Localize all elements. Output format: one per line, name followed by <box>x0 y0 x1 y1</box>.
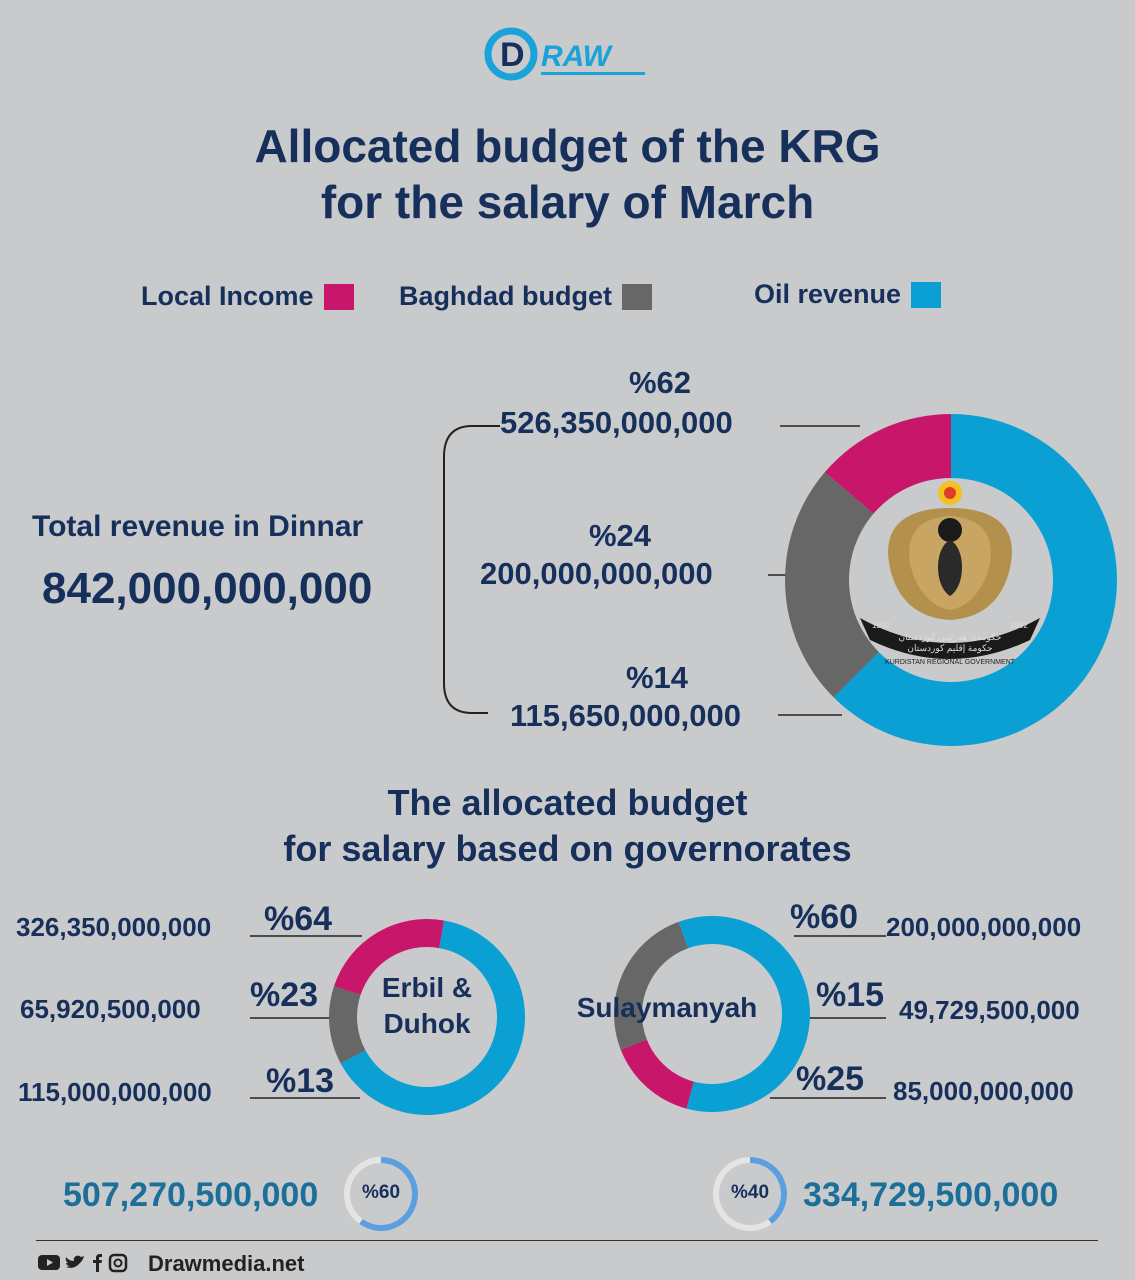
section-title: The allocated budget for salary based on… <box>0 780 1135 872</box>
erbil-pct-local: %13 <box>266 1062 335 1100</box>
slice-local-income <box>824 414 951 514</box>
share-ring-fill <box>750 1157 787 1224</box>
legend-swatch-oil-revenue <box>911 281 942 308</box>
legend-label: Baghdad budget <box>399 281 612 311</box>
main-pct-baghdad: %24 <box>588 518 652 553</box>
sulay-amount-oil: 200,000,000,000 <box>886 912 1082 942</box>
logo-text: RAW <box>541 40 614 73</box>
legend-swatch-baghdad-budget <box>621 283 652 310</box>
slice-oil-revenue <box>678 916 810 1112</box>
slice-oil-revenue <box>833 414 1117 746</box>
emblem-year-right: 1992 <box>1010 621 1028 630</box>
sulay-pct-local: %15 <box>816 976 885 1014</box>
draw-logo: D RAW <box>484 27 645 81</box>
sulay-amount-baghdad: 85,000,000,000 <box>893 1076 1074 1106</box>
sulay-share-ring <box>713 1157 787 1231</box>
youtube-icon[interactable] <box>38 1255 60 1270</box>
facebook-icon[interactable] <box>93 1254 102 1272</box>
footer-divider <box>36 1240 1098 1241</box>
sulay-donut-chart <box>614 916 810 1112</box>
erbil-name-line-2: Duhok <box>383 1008 471 1039</box>
twitter-icon[interactable] <box>65 1255 84 1268</box>
page-title: Allocated budget of the KRG for the sala… <box>0 118 1135 230</box>
emblem-year-left: 1992 <box>872 621 890 630</box>
main-amount-local: 115,650,000,000 <box>510 698 742 733</box>
krg-emblem: حكومةی هەرێمی کوردستان حكومة إقليم كوردس… <box>860 481 1040 666</box>
erbil-name-line-1: Erbil & <box>381 972 473 1003</box>
slice-local-income <box>334 919 445 995</box>
sulay-pct-oil: %60 <box>790 898 859 936</box>
erbil-total: 507,270,500,000 <box>63 1176 319 1214</box>
sulay-pct-baghdad: %25 <box>796 1060 865 1098</box>
legend-baghdad-budget: Baghdad budget <box>399 281 652 312</box>
erbil-amount-baghdad: 65,920,500,000 <box>20 994 201 1024</box>
social-icons <box>38 1253 128 1273</box>
total-revenue-value: 842,000,000,000 <box>42 564 373 613</box>
instagram-icon[interactable] <box>108 1253 128 1273</box>
title-line-2: for the salary of March <box>320 176 815 228</box>
legend-local-income: Local Income <box>141 281 354 312</box>
legend-label: Oil revenue <box>754 279 902 309</box>
slice-baghdad-budget <box>785 472 879 698</box>
legend-swatch-local-income <box>323 283 354 310</box>
slice-baghdad-budget <box>614 921 689 1050</box>
sulay-share-label: %40 <box>730 1182 770 1203</box>
legend-label: Local Income <box>141 281 314 311</box>
erbil-pct-oil: %64 <box>264 900 333 938</box>
slice-local-income <box>620 1039 694 1109</box>
erbil-donut-chart <box>329 919 525 1115</box>
main-amount-baghdad: 200,000,000,000 <box>480 556 713 591</box>
legend-oil-revenue: Oil revenue <box>754 279 942 310</box>
emblem-text-bottom: KURDISTAN REGIONAL GOVERNMENT <box>885 659 1016 666</box>
erbil-center-label: Erbil & Duhok <box>357 972 497 1040</box>
total-revenue-label: Total revenue in Dinnar <box>32 510 364 543</box>
footer-site[interactable]: Drawmedia.net <box>148 1251 305 1276</box>
sulay-leader-lines <box>770 935 886 1099</box>
logo-letter: D <box>500 36 525 74</box>
erbil-pct-baghdad: %23 <box>250 976 319 1014</box>
main-donut-chart <box>785 414 1117 746</box>
title-line-1: Allocated budget of the KRG <box>254 120 881 172</box>
share-ring-fill <box>359 1157 418 1231</box>
main-pct-oil: %62 <box>628 365 692 400</box>
bracket-lines <box>443 425 860 716</box>
erbil-leader-lines <box>250 935 362 1099</box>
sulay-amount-local: 49,729,500,000 <box>899 995 1080 1025</box>
slice-baghdad-budget <box>329 986 366 1064</box>
main-amount-oil: 526,350,000,000 <box>500 405 733 440</box>
sulay-total: 334,729,500,000 <box>803 1176 1059 1214</box>
section-title-line-2: for salary based on governorates <box>283 828 852 869</box>
section-title-line-1: The allocated budget <box>387 782 748 823</box>
emblem-text-mid: حكومة إقليم كوردستان <box>907 643 992 654</box>
erbil-share-ring <box>344 1157 418 1231</box>
erbil-amount-oil: 326,350,000,000 <box>16 912 212 942</box>
erbil-share-label: %60 <box>361 1182 401 1203</box>
erbil-amount-local: 115,000,000,000 <box>18 1077 212 1107</box>
sulay-center-label: Sulaymanyah <box>576 992 758 1023</box>
main-pct-local: %14 <box>625 660 689 695</box>
slice-oil-revenue <box>340 920 525 1115</box>
emblem-text-top: حكومةی هەرێمی کوردستان <box>899 632 1002 643</box>
